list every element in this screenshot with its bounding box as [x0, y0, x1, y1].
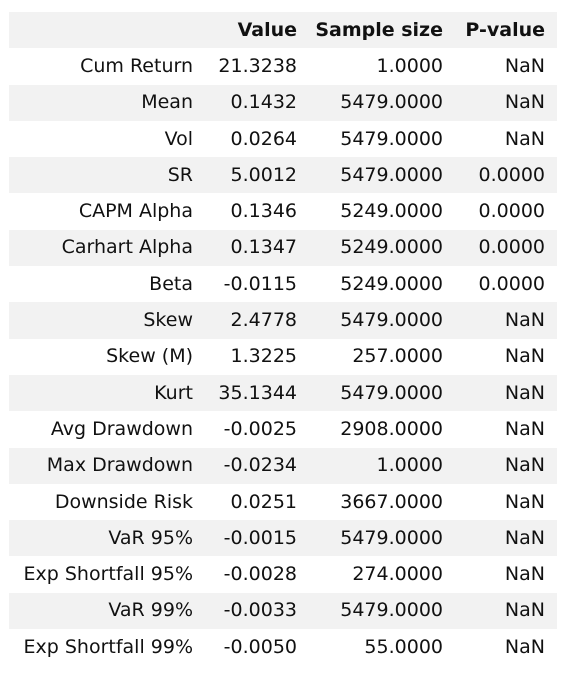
table-row: Beta -0.0115 5249.0000 0.0000: [9, 266, 557, 303]
value-cell: 0.1432: [230, 91, 297, 114]
row-label: Skew (M): [106, 345, 193, 368]
p-value-cell: NaN: [504, 345, 545, 368]
value-cell: 2.4778: [230, 309, 297, 332]
row-label: Exp Shortfall 95%: [23, 563, 194, 586]
row-label: Exp Shortfall 99%: [23, 635, 194, 658]
sample-size-cell: 5249.0000: [340, 236, 443, 259]
row-label: CAPM Alpha: [78, 200, 193, 223]
p-value-cell: NaN: [504, 417, 545, 440]
index-header: [9, 12, 205, 48]
row-label: Vol: [164, 127, 193, 150]
p-value-cell: NaN: [504, 127, 545, 150]
value-cell: 0.1346: [230, 200, 297, 223]
row-label: Cum Return: [80, 54, 193, 77]
p-value-cell: 0.0000: [478, 272, 545, 295]
p-value-cell: NaN: [504, 454, 545, 477]
sample-size-cell: 1.0000: [376, 454, 443, 477]
p-value-cell: 0.0000: [478, 163, 545, 186]
sample-size-cell: 5479.0000: [340, 599, 443, 622]
value-cell: 21.3238: [218, 54, 297, 77]
row-label: Downside Risk: [54, 490, 193, 513]
table-row: Skew (M) 1.3225 257.0000 NaN: [9, 338, 557, 375]
table-row: Cum Return 21.3238 1.0000 NaN: [9, 48, 557, 85]
row-label: Kurt: [154, 381, 193, 404]
sample-size-cell: 274.0000: [352, 563, 443, 586]
column-header-value: Value: [237, 18, 297, 41]
p-value-cell: NaN: [504, 563, 545, 586]
value-cell: -0.0025: [223, 417, 297, 440]
sample-size-cell: 55.0000: [364, 635, 443, 658]
header-row: Value Sample size P-value: [9, 12, 557, 49]
sample-size-cell: 2908.0000: [340, 417, 443, 440]
row-label: Beta: [149, 272, 193, 295]
table-row: Vol 0.0264 5479.0000 NaN: [9, 120, 557, 158]
table-row: Max Drawdown -0.0234 1.0000 NaN: [9, 447, 557, 484]
table-row: Mean 0.1432 5479.0000 NaN: [9, 84, 557, 121]
value-cell: -0.0033: [223, 599, 297, 622]
table-row: Downside Risk 0.0251 3667.0000 NaN: [9, 483, 557, 521]
p-value-cell: NaN: [504, 526, 545, 549]
value-cell: 0.0264: [230, 127, 297, 150]
table-row: Kurt 35.1344 5479.0000 NaN: [9, 374, 557, 412]
sample-size-cell: 5479.0000: [340, 163, 443, 186]
value-cell: 5.0012: [230, 163, 297, 186]
p-value-cell: 0.0000: [478, 200, 545, 223]
row-label: Avg Drawdown: [50, 417, 193, 440]
sample-size-cell: 5249.0000: [340, 200, 443, 223]
sample-size-cell: 5479.0000: [340, 127, 443, 150]
table-row: SR 5.0012 5479.0000 0.0000: [9, 157, 557, 194]
sample-size-cell: 5479.0000: [340, 526, 443, 549]
row-label: Carhart Alpha: [61, 236, 193, 259]
column-header-p-value: P-value: [465, 18, 545, 41]
p-value-cell: NaN: [504, 309, 545, 332]
table-row: CAPM Alpha 0.1346 5249.0000 0.0000: [9, 193, 557, 230]
table-row: VaR 99% -0.0033 5479.0000 NaN: [9, 592, 557, 630]
value-cell: -0.0234: [223, 454, 297, 477]
p-value-cell: NaN: [504, 599, 545, 622]
stats-table: Value Sample size P-value Cum Return 21.…: [9, 12, 557, 666]
value-cell: -0.0028: [223, 563, 297, 586]
row-label: Max Drawdown: [46, 454, 193, 477]
table-row: Avg Drawdown -0.0025 2908.0000 NaN: [9, 411, 557, 448]
sample-size-cell: 3667.0000: [340, 490, 443, 513]
table-row: Carhart Alpha 0.1347 5249.0000 0.0000: [9, 229, 557, 267]
row-label: Skew: [143, 309, 193, 332]
p-value-cell: 0.0000: [478, 236, 545, 259]
p-value-cell: NaN: [504, 635, 545, 658]
table-header: Value Sample size P-value: [9, 12, 557, 49]
table-row: VaR 95% -0.0015 5479.0000 NaN: [9, 520, 557, 557]
table-body: Cum Return 21.3238 1.0000 NaN Mean 0.143…: [9, 48, 557, 666]
sample-size-cell: 5479.0000: [340, 309, 443, 332]
sample-size-cell: 5479.0000: [340, 91, 443, 114]
value-cell: 1.3225: [230, 345, 297, 368]
row-label: SR: [167, 163, 193, 186]
sample-size-cell: 257.0000: [352, 345, 443, 368]
sample-size-cell: 1.0000: [376, 54, 443, 77]
table-row: Exp Shortfall 95% -0.0028 274.0000 NaN: [9, 556, 557, 593]
value-cell: 0.1347: [230, 236, 297, 259]
p-value-cell: NaN: [504, 381, 545, 404]
value-cell: -0.0050: [223, 635, 297, 658]
sample-size-cell: 5249.0000: [340, 272, 443, 295]
column-header-sample-size: Sample size: [315, 18, 443, 41]
value-cell: -0.0015: [223, 526, 297, 549]
value-cell: 35.1344: [218, 381, 297, 404]
table-row: Skew 2.4778 5479.0000 NaN: [9, 302, 557, 339]
row-label: Mean: [141, 91, 193, 114]
row-label: VaR 95%: [108, 526, 193, 549]
sample-size-cell: 5479.0000: [340, 381, 443, 404]
p-value-cell: NaN: [504, 490, 545, 513]
value-cell: -0.0115: [223, 272, 297, 295]
value-cell: 0.0251: [230, 490, 297, 513]
p-value-cell: NaN: [504, 91, 545, 114]
p-value-cell: NaN: [504, 54, 545, 77]
table-row: Exp Shortfall 99% -0.0050 55.0000 NaN: [9, 629, 557, 666]
row-label: VaR 99%: [108, 599, 193, 622]
